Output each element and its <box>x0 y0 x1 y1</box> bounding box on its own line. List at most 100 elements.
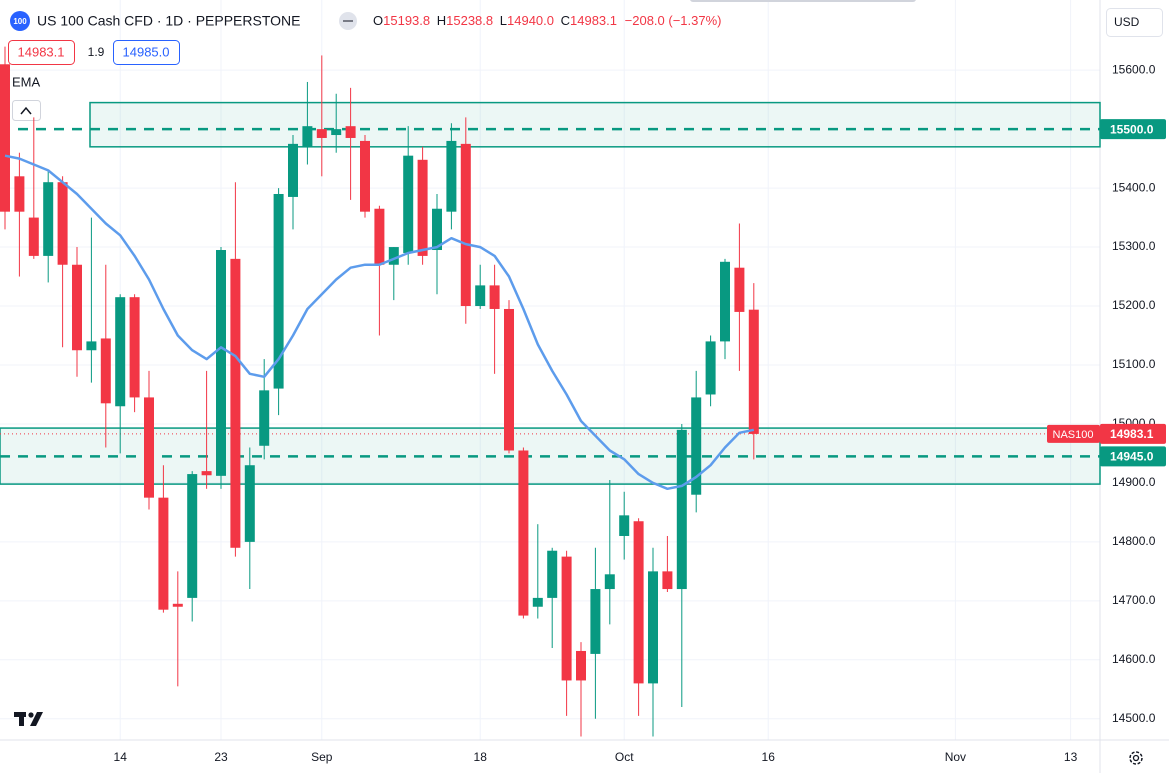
zone <box>89 101 1101 148</box>
ohlc-value: 15193.8 <box>383 13 430 28</box>
x-tick-label: 13 <box>1064 750 1078 764</box>
y-tick-label: 15400.0 <box>1112 180 1156 194</box>
bid-box[interactable] <box>8 40 75 65</box>
x-tick-label: 16 <box>762 750 776 764</box>
y-tick-label: 14900.0 <box>1112 475 1156 489</box>
indicator-name: EMA <box>12 74 41 89</box>
candle-body <box>676 429 687 590</box>
y-tick-label: 15300.0 <box>1112 239 1156 253</box>
spread: 1.9 <box>88 45 105 59</box>
visibility-icon <box>343 20 353 22</box>
zone-label: 14945.0 <box>1110 450 1154 464</box>
candle-body <box>633 521 644 684</box>
ohlc-value: 14940.0 <box>507 13 554 28</box>
candle-body <box>561 556 572 681</box>
candle-body <box>748 309 759 434</box>
logo-part <box>30 712 43 726</box>
y-tick-label: 14500.0 <box>1112 711 1156 725</box>
candle-body <box>432 208 442 251</box>
ohlc-value: 14983.1 <box>570 13 617 28</box>
candle-body <box>158 497 169 610</box>
x-tick-label: 18 <box>474 750 488 764</box>
candle-body <box>576 650 586 681</box>
scroll-handle[interactable] <box>690 0 916 2</box>
candle-body <box>403 155 414 253</box>
collapse-icon <box>20 106 32 115</box>
candle-body <box>57 182 68 265</box>
y-tick-label: 14800.0 <box>1112 534 1156 548</box>
candle-body <box>388 247 399 265</box>
symbol-logo <box>10 11 30 31</box>
x-tick-label: Sep <box>311 750 333 764</box>
currency-button[interactable] <box>1106 8 1163 37</box>
x-tick-label: Nov <box>945 750 966 764</box>
ask-box[interactable] <box>113 40 180 65</box>
candle-body <box>417 159 428 256</box>
y-tick-label: 14600.0 <box>1112 652 1156 666</box>
candle-body <box>734 267 745 312</box>
candle-body <box>604 574 615 590</box>
candle-body <box>691 397 702 495</box>
settings-button[interactable] <box>1129 751 1143 765</box>
candle-body <box>129 297 140 398</box>
y-tick-label: 15600.0 <box>1112 62 1156 76</box>
candle-body <box>28 217 39 256</box>
y-tick-label: 15200.0 <box>1112 298 1156 312</box>
gear-outer <box>1129 751 1143 765</box>
ohlc-key: O <box>373 13 383 28</box>
ask-price: 14985.0 <box>123 44 170 59</box>
candle-body <box>187 474 198 598</box>
candle-body <box>115 297 126 407</box>
candle-body <box>518 450 529 616</box>
zone-label-box <box>1100 446 1166 467</box>
logo-part <box>28 712 34 718</box>
logo-part <box>19 712 24 726</box>
gear-inner <box>1132 754 1140 762</box>
brand-logo <box>14 712 43 726</box>
candle-body <box>619 515 630 536</box>
x-tick-label: 14 <box>114 750 128 764</box>
last-name-box <box>1047 424 1100 443</box>
collapse-button[interactable] <box>12 100 41 121</box>
candle-body <box>14 176 25 212</box>
candle-body <box>86 341 97 351</box>
candle-body <box>720 261 730 342</box>
candle-body <box>230 258 241 548</box>
ema-line <box>4 154 755 491</box>
candle-body <box>590 589 601 654</box>
candle-body <box>259 390 270 446</box>
candle-body <box>705 341 716 395</box>
ohlc-values: O15193.8 H15238.8 L14940.0 C14983.1 −208… <box>373 13 722 28</box>
zone-label-box <box>1100 119 1166 140</box>
candle-body <box>316 129 327 138</box>
candle-body <box>144 397 154 498</box>
candle-body <box>244 465 255 542</box>
candle-body <box>302 126 313 147</box>
x-tick-label: Oct <box>615 750 634 764</box>
y-tick-label: 15100.0 <box>1112 357 1156 371</box>
y-tick-label: 14700.0 <box>1112 593 1156 607</box>
candle-body <box>288 143 298 197</box>
last-price: 14983.1 <box>1110 427 1154 441</box>
candle-body <box>172 603 183 607</box>
candle-body <box>72 264 82 351</box>
ohlc-value: 15238.8 <box>446 13 493 28</box>
candle-body <box>662 571 673 590</box>
candle-body <box>273 193 284 389</box>
candle-body <box>532 597 543 607</box>
ohlc-key: L <box>500 13 507 28</box>
zone-label: 15500.0 <box>1110 122 1154 136</box>
ohlc-key: H <box>437 13 446 28</box>
bid-price: 14983.1 <box>18 44 65 59</box>
candle-body <box>648 571 658 684</box>
last-name: NAS100 <box>1053 429 1094 441</box>
currency: USD <box>1114 15 1140 29</box>
candle-body <box>460 143 471 307</box>
candle-body <box>547 550 558 598</box>
candle-body <box>360 140 370 212</box>
candle-body <box>100 338 111 404</box>
candle-body <box>0 64 10 212</box>
candle-body <box>446 140 457 212</box>
candle-body <box>345 126 356 138</box>
candle-body <box>216 250 226 476</box>
